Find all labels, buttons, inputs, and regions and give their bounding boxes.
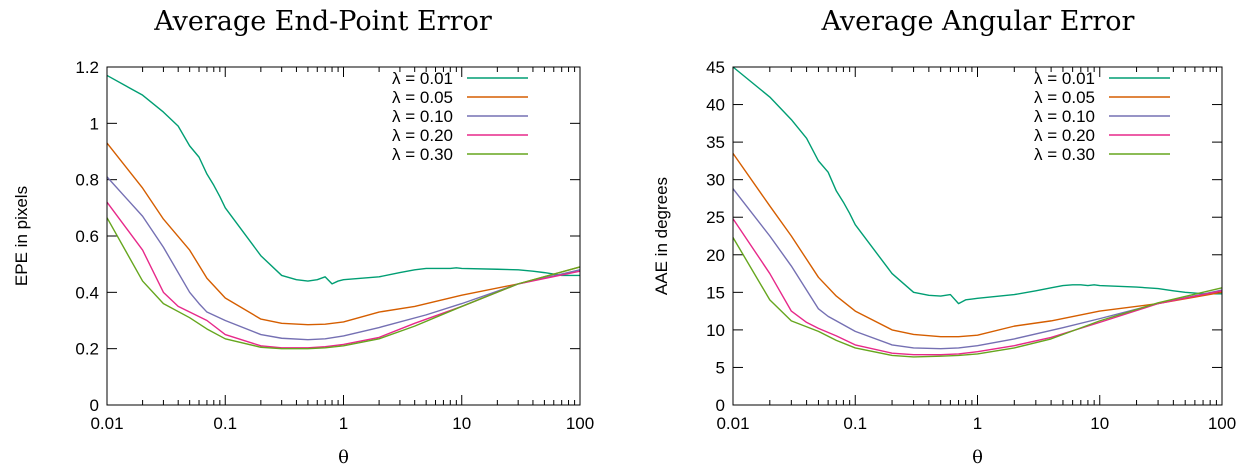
aae-y-tick-label: 10 [706, 321, 725, 340]
epe-x-tick-label: 0.01 [90, 414, 123, 433]
aae-x-tick-label: 0.01 [716, 414, 749, 433]
epe-series-line-0 [106, 74, 580, 285]
aae-x-tick-label: 0.1 [843, 414, 867, 433]
aae-y-tick-label: 15 [706, 283, 725, 302]
epe-y-tick-label: 1.2 [75, 58, 99, 77]
epe-legend-label-1: λ = 0.05 [392, 88, 453, 107]
epe-chart: Average End-Point Error 0.01 0.1 1 10 100 0 0.2… [12, 6, 594, 468]
epe-y-tick-label: 1 [90, 114, 99, 133]
aae-y-tick-label: 30 [706, 171, 725, 190]
epe-chart-title: Average End-Point Error [153, 6, 492, 37]
aae-series-line-1 [732, 152, 1223, 338]
aae-y-tick-label: 45 [706, 58, 725, 77]
aae-y-tick-label: 20 [706, 246, 725, 265]
aae-series-line-2 [732, 188, 1223, 350]
aae-chart-title: Average Angular Error [821, 6, 1135, 37]
aae-legend-label-2: λ = 0.10 [1034, 107, 1095, 126]
epe-series-line-3 [106, 201, 581, 349]
epe-x-axis-label: θ [338, 447, 349, 468]
aae-x-tick-label: 1 [973, 414, 982, 433]
aae-y-tick-label: 35 [706, 133, 725, 152]
epe-x-tick-label: 1 [339, 414, 348, 433]
aae-y-tick-label: 25 [706, 208, 725, 227]
epe-x-tick-label: 100 [566, 414, 594, 433]
aae-legend-label-3: λ = 0.20 [1034, 126, 1095, 145]
epe-x-tick-label: 0.1 [213, 414, 237, 433]
aae-series-line-0 [732, 66, 1222, 305]
aae-x-tick-label: 10 [1090, 414, 1109, 433]
epe-y-tick-label: 0.8 [75, 171, 99, 190]
aae-legend-label-1: λ = 0.05 [1034, 88, 1095, 107]
epe-y-axis-label: EPE in pixels [12, 186, 31, 286]
aae-series-line-4 [732, 237, 1223, 358]
epe-series-line-4 [106, 217, 581, 350]
aae-chart: Average Angular Error 0.01 0.1 1 10 100 0 5 10 15… [652, 6, 1236, 468]
epe-x-tick-label: 10 [452, 414, 471, 433]
aae-legend-label-0: λ = 0.01 [1034, 69, 1095, 88]
aae-legend-label-4: λ = 0.30 [1034, 145, 1095, 164]
aae-y-axis-label: AAE in degrees [652, 177, 671, 295]
epe-series-line-1 [106, 142, 581, 326]
aae-y-tick-label: 5 [716, 358, 725, 377]
aae-y-tick-label: 0 [716, 396, 725, 415]
epe-legend-label-4: λ = 0.30 [392, 145, 453, 164]
aae-y-tick-label: 40 [706, 96, 725, 115]
epe-legend-label-3: λ = 0.20 [392, 126, 453, 145]
aae-plot-frame [732, 66, 1223, 406]
aae-x-axis-label: θ [972, 447, 983, 468]
epe-y-tick-label: 0.6 [75, 227, 99, 246]
epe-y-tick-label: 0.2 [75, 340, 99, 359]
epe-legend-label-2: λ = 0.10 [392, 107, 453, 126]
aae-x-tick-label: 100 [1208, 414, 1236, 433]
epe-series-line-2 [106, 176, 581, 341]
epe-y-tick-label: 0 [90, 396, 99, 415]
epe-y-tick-label: 0.4 [75, 283, 99, 302]
aae-series-line-3 [732, 218, 1223, 356]
epe-legend-label-0: λ = 0.01 [392, 69, 453, 88]
epe-plot-frame [106, 66, 581, 406]
